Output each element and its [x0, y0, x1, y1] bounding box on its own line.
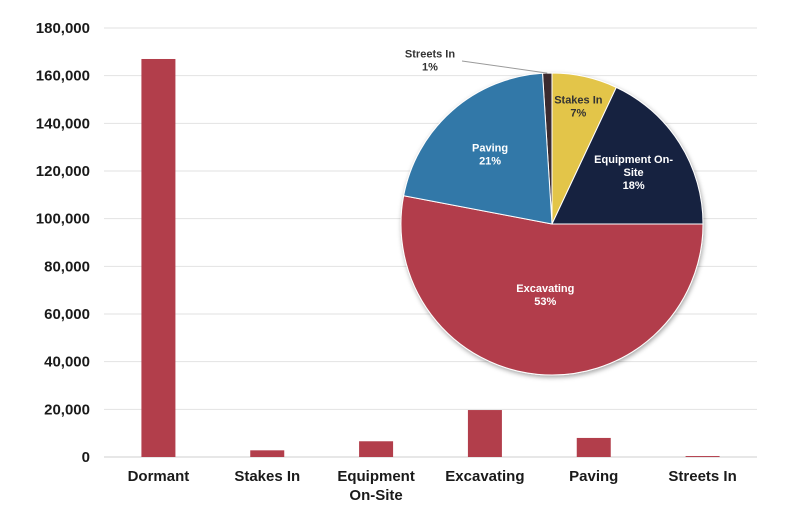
- pie-leader-line: [461, 60, 548, 74]
- y-tick-label: 100,000: [36, 211, 90, 228]
- pie-slices: [400, 72, 704, 376]
- y-tick-label: 180,000: [36, 20, 90, 37]
- x-tick-label: Equipment On-Site: [337, 468, 415, 504]
- pie-slice-label: Equipment On-Site 18%: [594, 154, 673, 192]
- x-tick-label: Stakes In: [234, 468, 300, 485]
- pie-label-percent: 18%: [623, 180, 645, 192]
- y-tick-label: 20,000: [44, 401, 90, 418]
- x-tick-label: Streets In: [668, 468, 736, 485]
- x-tick-label-line: Excavating: [445, 468, 524, 485]
- x-tick-label: Dormant: [128, 468, 190, 485]
- x-tick-label-line: Equipment: [337, 468, 415, 485]
- pie-label-name: Paving: [472, 142, 508, 154]
- pie-slice-label: Streets In 1%: [405, 49, 455, 74]
- pie-slice-label: Paving 21%: [472, 142, 508, 167]
- bar: [141, 58, 176, 457]
- pie-label-percent: 21%: [479, 155, 501, 167]
- bar: [685, 456, 720, 457]
- x-tick-label-line: Stakes In: [234, 468, 300, 485]
- y-tick-label: 140,000: [36, 115, 90, 132]
- pie-label-name: Streets In: [405, 49, 455, 61]
- pie-label-percent: 7%: [570, 108, 586, 120]
- x-tick-label-line: Dormant: [128, 468, 190, 485]
- pie-slice: [400, 195, 704, 376]
- bar: [359, 441, 394, 457]
- pie-label-name: Site: [624, 167, 644, 179]
- pie-label-percent: 1%: [422, 62, 438, 74]
- pie-slice: [403, 72, 553, 225]
- bar: [467, 410, 502, 457]
- y-tick-label: 160,000: [36, 68, 90, 85]
- pie-label-name: Excavating: [516, 283, 574, 295]
- x-tick-label: Excavating: [445, 468, 524, 485]
- y-tick-label: 0: [82, 449, 90, 466]
- y-tick-label: 120,000: [36, 163, 90, 180]
- bar-series: [141, 58, 720, 457]
- bar: [250, 450, 285, 457]
- y-tick-label: 60,000: [44, 306, 90, 323]
- x-tick-label-line: Streets In: [668, 468, 736, 485]
- y-axis: 0 20,000 40,000 60,000 80,000 100,000 120,000 1…: [36, 20, 90, 466]
- pie-chart: Streets In 1% Stakes In 7% Equipment On-Site…: [400, 49, 704, 376]
- x-tick-label-line: On-Site: [349, 487, 402, 504]
- x-axis: Dormant Stakes In Equipment On-Site Excavati…: [128, 468, 737, 504]
- x-tick-label-line: Paving: [569, 468, 618, 485]
- pie-slice: [551, 86, 704, 225]
- pie-slice-label: Excavating 53%: [516, 283, 574, 308]
- y-tick-label: 80,000: [44, 258, 90, 275]
- pie-label-name: Stakes In: [554, 95, 603, 107]
- pie-slice-label: Stakes In 7%: [554, 95, 603, 120]
- pie-label-percent: 53%: [534, 296, 556, 308]
- bar: [576, 437, 611, 457]
- pie-label-name: Equipment On-: [594, 154, 673, 166]
- x-tick-label: Paving: [569, 468, 618, 485]
- y-tick-label: 40,000: [44, 354, 90, 371]
